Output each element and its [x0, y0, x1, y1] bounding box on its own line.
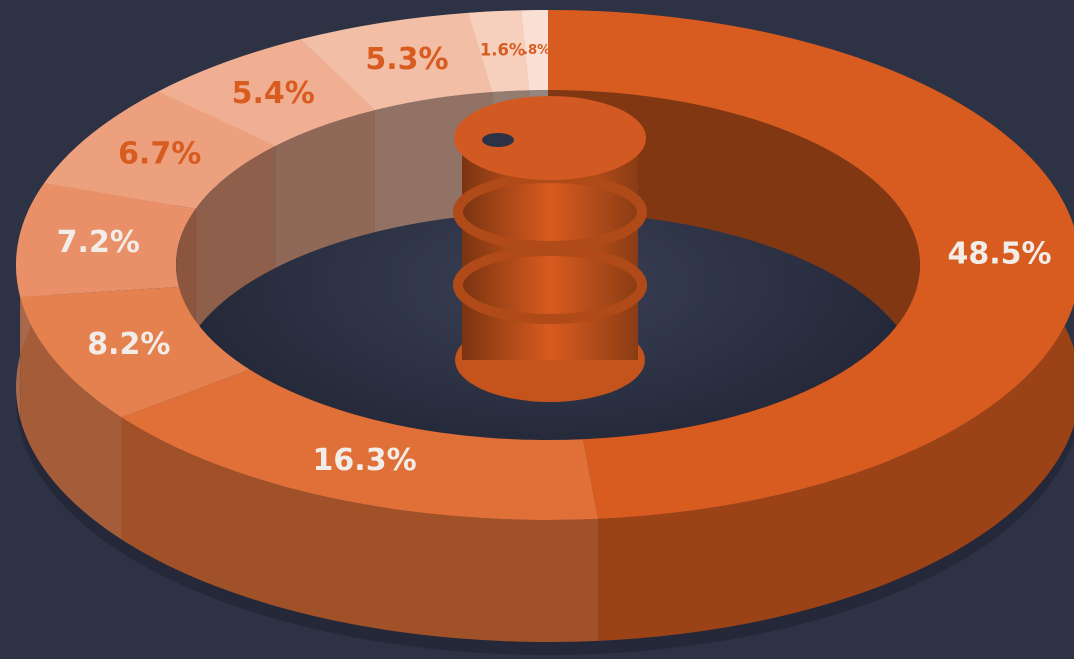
slice [121, 369, 599, 520]
inner-wall [275, 110, 375, 269]
labels: 48.5% 16.3% 8.2% 7.2% 6.7% 5.4% 5.3% 1.6%.8% [57, 41, 1052, 478]
outer-wall [121, 417, 599, 642]
data-label: 8.2% [87, 327, 170, 362]
data-label: 16.3% [313, 443, 417, 478]
slice [20, 286, 250, 418]
slice [44, 91, 276, 209]
slice [300, 12, 493, 111]
data-label: .8% [523, 43, 550, 58]
slice [16, 183, 196, 297]
data-label: 6.7% [118, 136, 201, 171]
data-label: 48.5% [947, 236, 1051, 271]
data-label: 5.3% [365, 42, 448, 77]
data-label: 7.2% [57, 225, 140, 260]
inner-wall [195, 146, 276, 331]
slice [548, 10, 1074, 519]
data-label: 5.4% [232, 76, 315, 111]
slice [468, 10, 530, 92]
outer-wall [20, 296, 122, 540]
slice [521, 10, 548, 91]
data-label: 1.6% [480, 41, 525, 60]
slice [157, 39, 375, 147]
barrel [453, 96, 647, 402]
ring-top [16, 10, 1074, 520]
